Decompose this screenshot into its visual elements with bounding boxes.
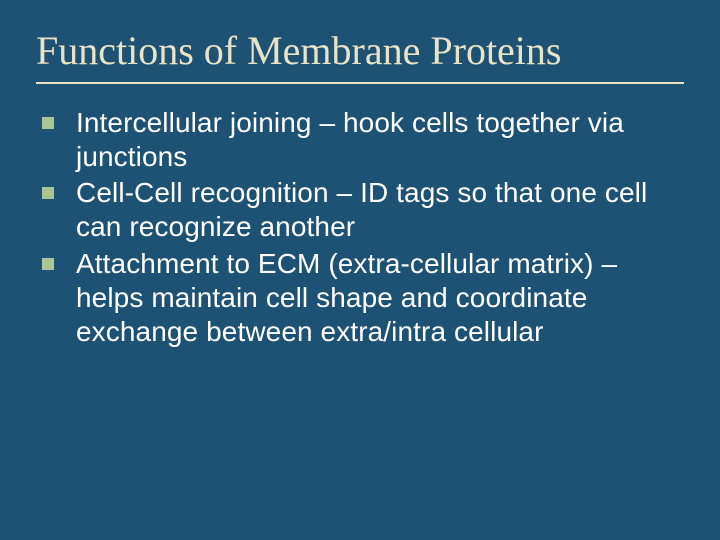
square-bullet-icon [42, 187, 54, 199]
list-item-text: Intercellular joining – hook cells toget… [76, 107, 624, 172]
square-bullet-icon [42, 258, 54, 270]
slide: Functions of Membrane Proteins Intercell… [0, 0, 720, 540]
bullet-list: Intercellular joining – hook cells toget… [42, 106, 684, 349]
list-item-text: Attachment to ECM (extra-cellular matrix… [76, 248, 617, 347]
list-item: Cell-Cell recognition – ID tags so that … [42, 176, 684, 244]
square-bullet-icon [42, 117, 54, 129]
list-item: Attachment to ECM (extra-cellular matrix… [42, 247, 684, 349]
list-item: Intercellular joining – hook cells toget… [42, 106, 684, 174]
slide-title: Functions of Membrane Proteins [36, 28, 684, 84]
list-item-text: Cell-Cell recognition – ID tags so that … [76, 177, 647, 242]
